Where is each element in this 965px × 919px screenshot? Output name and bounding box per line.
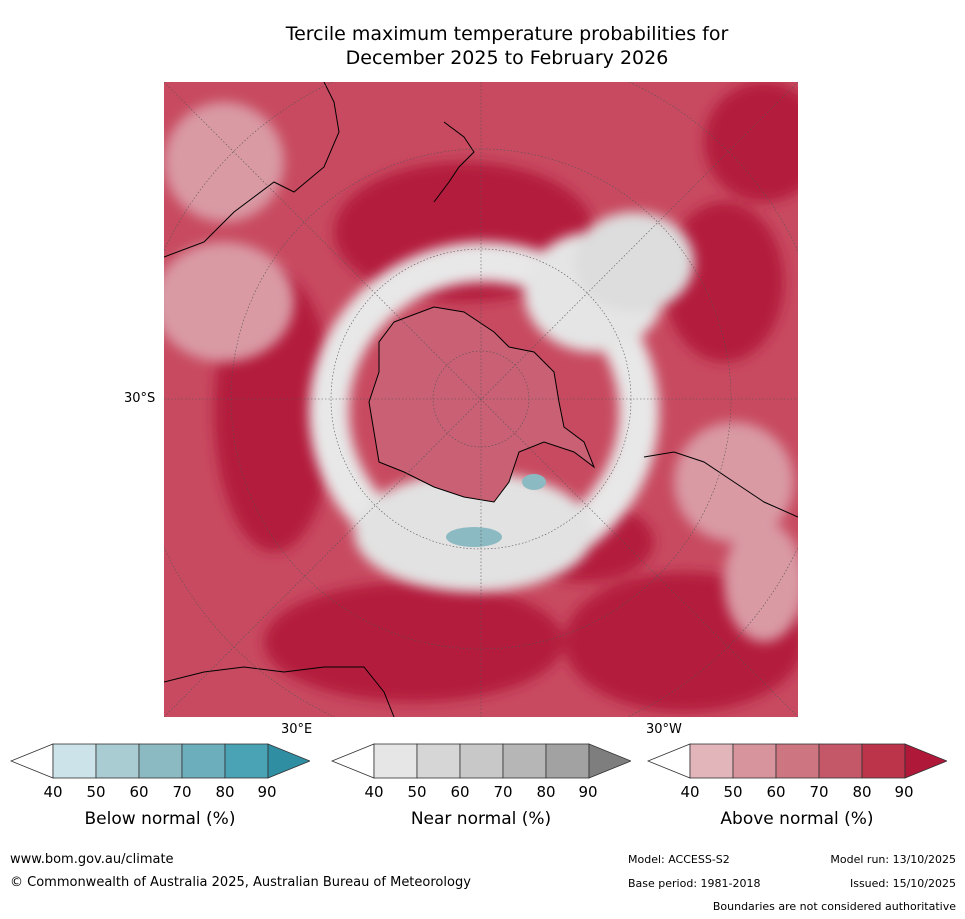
colorbar-swatch bbox=[181, 743, 226, 779]
tick-label: 70 bbox=[493, 783, 513, 801]
tick-label: 40 bbox=[43, 783, 63, 801]
latitude-label: 30°S bbox=[124, 391, 156, 406]
above-normal-colorbar: 40 50 60 70 80 90 Above normal (%) bbox=[646, 743, 949, 829]
tick-label: 80 bbox=[852, 783, 872, 801]
africa-outline bbox=[164, 666, 395, 717]
colorbar-swatch bbox=[95, 743, 140, 779]
colorbar-swatch bbox=[373, 743, 418, 779]
model-name: Model: ACCESS-S2 bbox=[628, 853, 730, 866]
issued-date: Issued: 15/10/2025 bbox=[849, 877, 956, 890]
tick-label: 60 bbox=[129, 783, 149, 801]
colorbar-low-extension bbox=[330, 743, 375, 779]
colorbar-swatch bbox=[502, 743, 547, 779]
tick-label: 90 bbox=[257, 783, 277, 801]
base-period: Base period: 1981-2018 bbox=[628, 877, 761, 890]
colorbar-low-extension bbox=[9, 743, 54, 779]
colorbar-high-extension bbox=[588, 743, 633, 779]
colorbar-swatch bbox=[732, 743, 777, 779]
title-line-1: Tercile maximum temperature probabilitie… bbox=[285, 23, 729, 45]
graticule bbox=[164, 82, 798, 717]
south-america-outline bbox=[643, 451, 798, 518]
tick-label: 70 bbox=[809, 783, 829, 801]
tick-label: 90 bbox=[578, 783, 598, 801]
colorbar-swatch bbox=[224, 743, 269, 779]
tick-label: 50 bbox=[407, 783, 427, 801]
below-normal-swatches bbox=[9, 743, 312, 779]
colorbar-high-extension bbox=[267, 743, 312, 779]
colorbar-swatch bbox=[52, 743, 97, 779]
tick-label: 50 bbox=[86, 783, 106, 801]
tick-label: 40 bbox=[680, 783, 700, 801]
tick-label: 60 bbox=[450, 783, 470, 801]
colorbar-swatch bbox=[689, 743, 734, 779]
longitude-label-east: 30°E bbox=[281, 722, 313, 737]
below-normal-label: Below normal (%) bbox=[84, 809, 236, 829]
title-line-2: December 2025 to February 2026 bbox=[345, 47, 669, 69]
map-title: Tercile maximum temperature probabilitie… bbox=[164, 22, 850, 70]
below-normal-spots bbox=[446, 474, 546, 547]
tick-label: 60 bbox=[766, 783, 786, 801]
colorbar-swatch bbox=[416, 743, 461, 779]
near-normal-swatches bbox=[330, 743, 633, 779]
colorbar-swatch bbox=[459, 743, 504, 779]
colorbar-swatch bbox=[775, 743, 820, 779]
tick-label: 80 bbox=[215, 783, 235, 801]
antarctica bbox=[368, 306, 596, 503]
colorbar-swatch bbox=[818, 743, 863, 779]
tick-label: 50 bbox=[723, 783, 743, 801]
probability-map bbox=[164, 82, 798, 717]
near-normal-label: Near normal (%) bbox=[410, 809, 552, 829]
near-normal-colorbar: 40 50 60 70 80 90 Near normal (%) bbox=[330, 743, 633, 829]
below-normal-colorbar: 40 50 60 70 80 90 Below normal (%) bbox=[9, 743, 312, 829]
copyright-text: © Commonwealth of Australia 2025, Austra… bbox=[10, 875, 471, 890]
boundary-disclaimer: Boundaries are not considered authoritat… bbox=[712, 900, 956, 913]
tick-label: 70 bbox=[172, 783, 192, 801]
longitude-label-west: 30°W bbox=[646, 722, 682, 737]
bom-url: www.bom.gov.au/climate bbox=[10, 852, 174, 867]
australia-outline bbox=[164, 82, 340, 258]
new-zealand-outline bbox=[433, 121, 475, 203]
colorbar-swatch bbox=[138, 743, 183, 779]
above-normal-swatches bbox=[646, 743, 949, 779]
colorbar-swatch bbox=[545, 743, 590, 779]
colorbar-high-extension bbox=[904, 743, 949, 779]
above-normal-label: Above normal (%) bbox=[720, 809, 874, 829]
tick-label: 90 bbox=[894, 783, 914, 801]
model-run-date: Model run: 13/10/2025 bbox=[830, 853, 956, 866]
colorbar-swatch bbox=[861, 743, 906, 779]
tick-label: 40 bbox=[364, 783, 384, 801]
tick-label: 80 bbox=[536, 783, 556, 801]
colorbar-low-extension bbox=[646, 743, 691, 779]
